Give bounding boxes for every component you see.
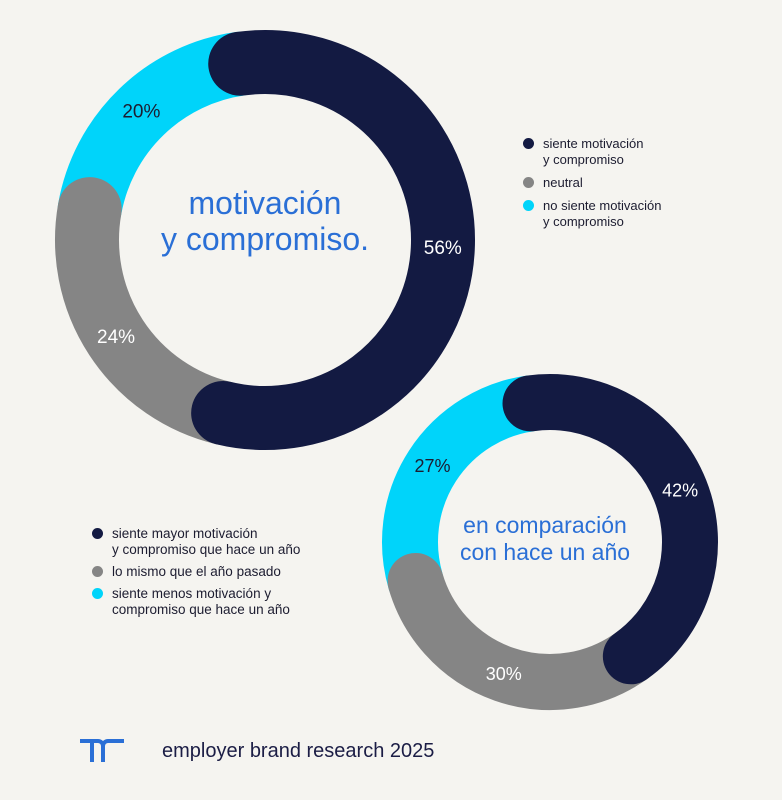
legend-line: y compromiso: [543, 152, 624, 167]
footer-text: employer brand research 2025: [162, 739, 435, 762]
legend-dot-icon: [523, 138, 534, 149]
donut-chart-comparacion: 42% 30% 27%: [382, 374, 718, 710]
legend-line: no siente motivación: [543, 198, 662, 213]
legend-line: siente motivación: [543, 136, 644, 151]
donut2-slice-2: [382, 375, 559, 610]
legend-line: lo mismo que el año pasado: [112, 564, 281, 579]
donut2-value-label-2: 27%: [414, 456, 450, 476]
donut1-title-line-1: motivación: [188, 185, 342, 221]
legend-dot-icon: [523, 200, 534, 211]
legend-text: siente mayor motivación y compromiso que…: [112, 526, 300, 558]
legend-dot-icon: [92, 588, 103, 599]
donut2-slice-1: [387, 553, 659, 710]
legend2-item-same: lo mismo que el año pasado: [92, 564, 372, 580]
donut1-value-label-2: 20%: [122, 101, 160, 122]
donut2-value-label-0: 42%: [662, 480, 698, 500]
legend-dot-icon: [92, 528, 103, 539]
donut1-legend: siente motivación y compromiso neutral n…: [523, 136, 723, 237]
donut2-legend: siente mayor motivación y compromiso que…: [92, 526, 372, 624]
legend-line: y compromiso: [543, 214, 624, 229]
legend-text: no siente motivación y compromiso: [543, 198, 662, 230]
legend-line: siente mayor motivación: [112, 526, 258, 541]
legend-dot-icon: [92, 566, 103, 577]
donut1-title-line-2: y compromiso.: [160, 220, 370, 257]
donut2-slice-0: [502, 374, 718, 685]
legend-dot-icon: [523, 177, 534, 188]
donut1-center-title: motivación y compromiso.: [130, 185, 400, 258]
donut-chart-motivacion: 56% 24% 20%: [55, 30, 475, 450]
donut2-value-label-1: 30%: [486, 664, 522, 684]
randstad-logo-icon: [80, 739, 124, 762]
legend2-item-less: siente menos motivación y compromiso que…: [92, 586, 372, 618]
donut1-value-label-0: 56%: [424, 238, 462, 259]
legend1-item-not-motivated: no siente motivación y compromiso: [523, 198, 723, 230]
donut1-slice-0: [191, 30, 475, 450]
footer: employer brand research 2025: [78, 738, 434, 764]
legend1-item-motivated: siente motivación y compromiso: [523, 136, 723, 168]
legend-text: siente menos motivación y compromiso que…: [112, 586, 290, 618]
legend-line: y compromiso que hace un año: [112, 542, 301, 557]
legend-text: siente motivación y compromiso: [543, 136, 643, 168]
legend-line: compromiso que hace un año: [112, 602, 290, 617]
legend-line: siente menos motivación y: [112, 586, 272, 601]
legend-line: neutral: [543, 175, 583, 190]
donut2-title-line-2: con hace un año: [459, 539, 631, 566]
legend-text: neutral: [543, 175, 583, 191]
legend-text: lo mismo que el año pasado: [112, 564, 281, 580]
donut1-slice-1: [55, 177, 256, 446]
donut1-value-label-1: 24%: [97, 327, 135, 348]
legend2-item-more: siente mayor motivación y compromiso que…: [92, 526, 372, 558]
legend1-item-neutral: neutral: [523, 175, 723, 191]
donut2-center-title: en comparación con hace un año: [430, 512, 660, 566]
donut2-title-line-1: en comparación: [463, 512, 627, 538]
